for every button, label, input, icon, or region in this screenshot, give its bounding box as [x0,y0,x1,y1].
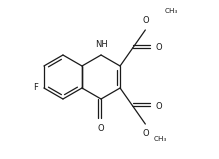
Text: O: O [142,129,149,138]
Text: F: F [33,83,38,93]
Text: O: O [155,43,162,52]
Text: O: O [98,124,104,133]
Text: O: O [155,101,162,111]
Text: NH: NH [95,40,108,49]
Text: CH₃: CH₃ [165,8,178,14]
Text: CH₃: CH₃ [153,136,167,142]
Text: O: O [142,16,149,25]
